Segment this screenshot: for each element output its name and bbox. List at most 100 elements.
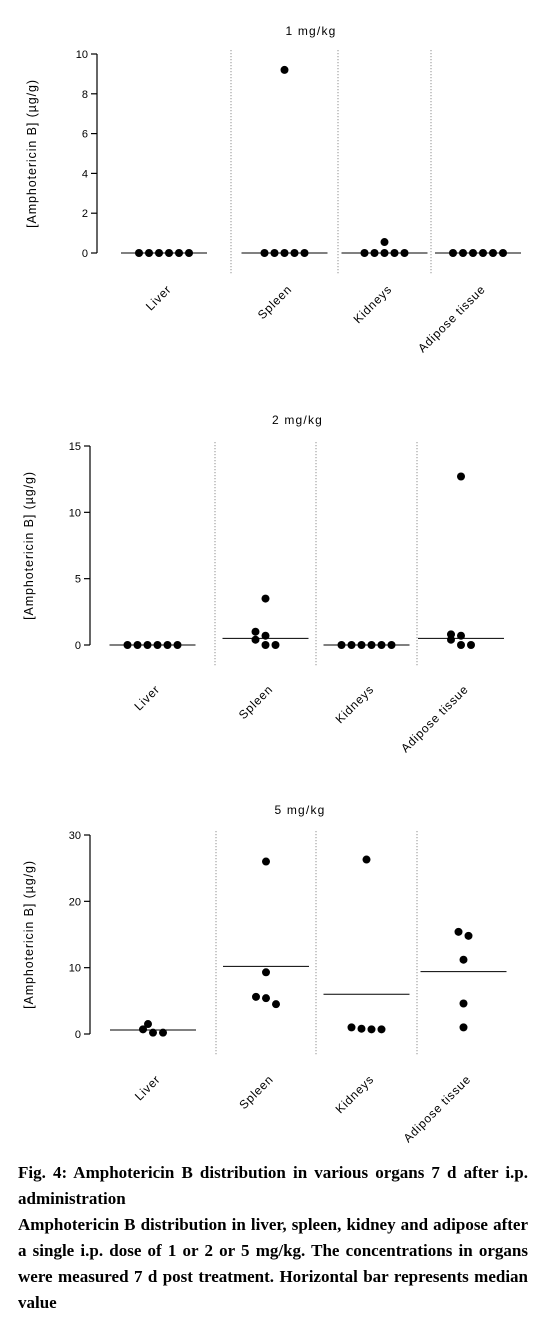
category-label: Liver — [131, 682, 162, 713]
data-point — [459, 999, 468, 1008]
data-point — [144, 1020, 152, 1029]
data-point — [447, 635, 455, 644]
category-label: Spleen — [236, 682, 276, 722]
data-point — [251, 635, 260, 644]
data-point — [337, 641, 346, 649]
data-point — [261, 594, 270, 603]
data-point — [272, 1000, 280, 1009]
y-axis-label: [Amphotericin B] (µg/g) — [22, 471, 36, 620]
data-point — [454, 927, 463, 936]
category-label: Liver — [143, 282, 174, 313]
data-point — [347, 1023, 356, 1032]
data-point — [357, 641, 366, 649]
data-point — [464, 931, 473, 940]
y-tick-label: 2 — [82, 208, 88, 220]
y-axis-label: [Amphotericin B] (µg/g) — [22, 860, 36, 1009]
data-point — [377, 641, 386, 649]
data-point — [155, 249, 163, 257]
data-point — [300, 249, 309, 257]
data-point — [261, 631, 270, 640]
chart-title: 1 mg/kg — [285, 24, 336, 38]
data-point — [262, 857, 270, 866]
chart-2mg: 2 mg/kg [Amphotericin B] (µg/g) 0 5 10 15 Live… — [22, 413, 504, 755]
data-point — [459, 1023, 468, 1032]
data-point — [165, 249, 173, 257]
data-point — [367, 641, 376, 649]
data-point — [135, 249, 143, 257]
figure-caption: Fig. 4: Amphotericin B distribution in v… — [18, 1160, 528, 1316]
y-tick-label: 6 — [82, 129, 88, 141]
chart-title: 5 mg/kg — [274, 803, 325, 817]
data-point — [262, 968, 270, 977]
data-point — [175, 249, 183, 257]
data-point — [367, 1025, 376, 1034]
category-label: Liver — [132, 1072, 163, 1103]
data-point — [469, 249, 477, 257]
category-label: Spleen — [255, 282, 295, 322]
chart-panel-2mg: 2 mg/kg [Amphotericin B] (µg/g) 0 5 10 15 Live… — [0, 395, 538, 775]
data-point — [260, 249, 269, 257]
category-label: Kidneys — [333, 1072, 377, 1116]
category-label: Kidneys — [351, 282, 395, 326]
y-tick-label: 20 — [69, 896, 81, 908]
caption-title: Fig. 4: Amphotericin B distribution in v… — [18, 1163, 528, 1208]
data-point — [347, 641, 356, 649]
data-point — [149, 1028, 157, 1037]
data-point — [271, 641, 280, 649]
data-point — [262, 994, 270, 1003]
y-tick-label: 10 — [69, 507, 81, 519]
y-tick-label: 0 — [75, 640, 81, 652]
y-tick-label: 5 — [75, 574, 81, 586]
y-axis-label: [Amphotericin B] (µg/g) — [25, 79, 39, 228]
data-point — [380, 238, 389, 247]
chart-panel-5mg: 5 mg/kg [Amphotericin B] (µg/g) 0 10 20 30 Liv… — [0, 785, 538, 1155]
data-point — [143, 641, 152, 649]
data-point — [261, 641, 270, 649]
data-point — [387, 641, 396, 649]
data-point — [457, 631, 465, 640]
data-point — [360, 249, 369, 257]
chart-1mg: 1 mg/kg [Amphotericin B] (µg/g) 0 2 4 6 8 10 Liv… — [25, 24, 521, 355]
data-point — [400, 249, 409, 257]
y-tick-label: 0 — [82, 248, 88, 260]
data-point — [123, 641, 132, 649]
data-point — [252, 992, 260, 1001]
data-point — [145, 249, 153, 257]
chart-title: 2 mg/kg — [272, 413, 323, 427]
chart-5mg: 5 mg/kg [Amphotericin B] (µg/g) 0 10 20 30 Liv… — [22, 803, 507, 1145]
y-tick-label: 10 — [76, 49, 88, 61]
data-point — [153, 641, 162, 649]
data-point — [139, 1025, 147, 1034]
data-point — [377, 1025, 386, 1034]
data-point — [251, 627, 260, 636]
data-point — [467, 641, 475, 649]
y-tick-label: 10 — [69, 963, 81, 975]
data-point — [133, 641, 142, 649]
category-label: Adipose tissue — [401, 1072, 474, 1145]
data-point — [459, 249, 467, 257]
data-point — [380, 249, 389, 257]
caption-text: Amphotericin B distribution in liver, sp… — [18, 1215, 528, 1312]
data-point — [499, 249, 507, 257]
data-point — [457, 472, 465, 481]
data-point — [270, 249, 279, 257]
category-label: Spleen — [236, 1072, 276, 1112]
data-point — [280, 65, 289, 74]
y-tick-label: 30 — [69, 830, 81, 842]
data-point — [290, 249, 299, 257]
data-point — [163, 641, 172, 649]
data-point — [457, 641, 465, 649]
data-point — [173, 641, 182, 649]
y-tick-label: 4 — [82, 168, 88, 180]
data-point — [280, 249, 289, 257]
category-label: Adipose tissue — [398, 682, 471, 755]
data-point — [390, 249, 399, 257]
data-point — [479, 249, 487, 257]
data-point — [185, 249, 193, 257]
category-label: Adipose tissue — [415, 282, 488, 355]
data-point — [370, 249, 379, 257]
y-tick-label: 15 — [69, 441, 81, 453]
data-point — [159, 1028, 167, 1037]
data-point — [362, 855, 371, 864]
y-tick-label: 8 — [82, 89, 88, 101]
